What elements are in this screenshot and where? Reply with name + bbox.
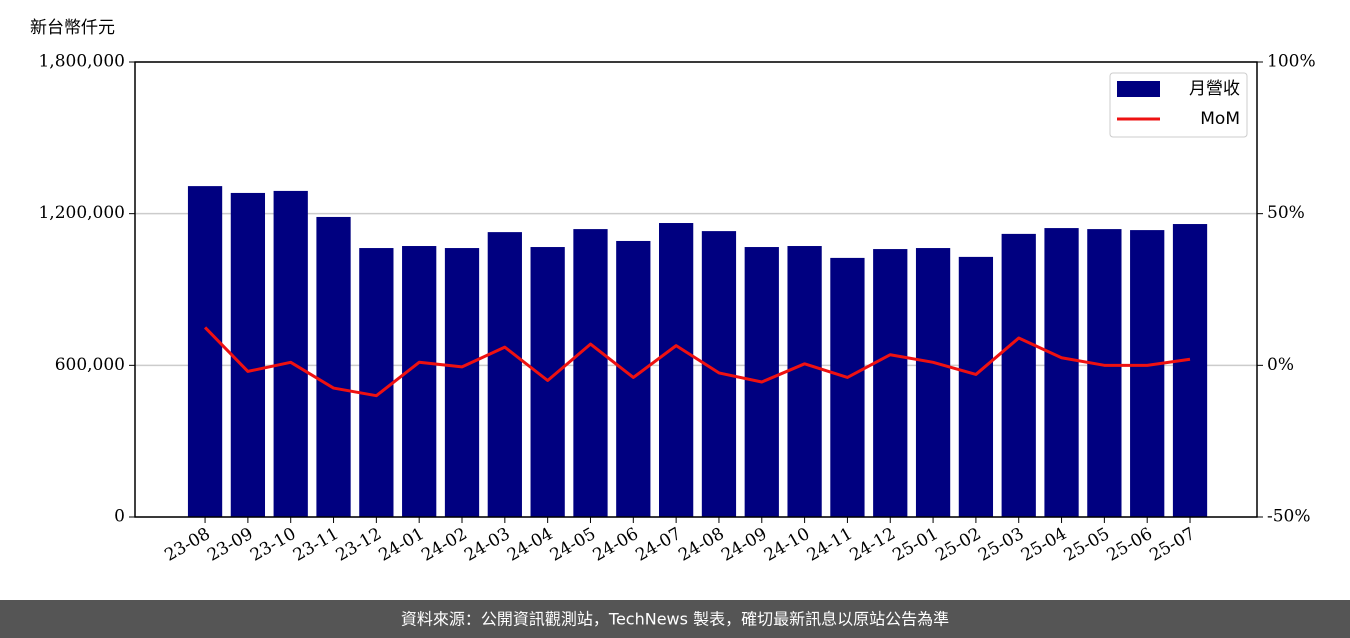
x-tick-label: 24-04: [504, 524, 556, 566]
bar: [1001, 233, 1036, 517]
x-tick-label: 24-02: [418, 524, 470, 566]
y2-tick-label: 100%: [1267, 52, 1316, 72]
x-tick-label: 25-02: [932, 524, 984, 566]
bar: [402, 246, 437, 517]
x-tick-label: 24-12: [847, 524, 899, 566]
y-tick-label: 1,800,000: [38, 52, 125, 72]
plot-frame: [134, 61, 1258, 518]
bar: [273, 190, 308, 517]
bar: [616, 240, 651, 517]
x-tick-label: 25-03: [975, 524, 1027, 566]
legend-swatch: [1117, 81, 1160, 97]
x-tick-label: 23-08: [161, 524, 213, 566]
x-tick-label: 24-09: [718, 524, 770, 566]
footer-text: 資料來源：公開資訊觀測站，TechNews 製表，確切最新訊息以原站公告為準: [401, 610, 949, 629]
y-axis-label: 新台幣仟元: [30, 18, 115, 38]
bar: [444, 248, 480, 518]
x-tick-label: 23-09: [204, 524, 256, 566]
legend-label: MoM: [1200, 109, 1240, 129]
x-tick-label: 24-05: [547, 524, 599, 566]
x-tick-label: 23-11: [290, 524, 342, 566]
bar: [1172, 224, 1208, 517]
y-tick-label: 600,000: [55, 355, 125, 375]
bar: [958, 256, 994, 517]
bar: [187, 186, 223, 517]
bar: [359, 248, 394, 518]
bar: [487, 232, 522, 517]
y-tick-label: 0: [114, 507, 125, 527]
x-tick-label: 25-06: [1103, 524, 1155, 566]
y2-tick-label: 0%: [1267, 355, 1294, 375]
x-tick-label: 25-07: [1146, 524, 1198, 566]
bar: [1087, 229, 1122, 517]
y-tick-label: 1,200,000: [38, 203, 125, 223]
x-tick-label: 24-01: [375, 524, 427, 566]
bar: [658, 223, 694, 517]
line: [203, 326, 1191, 398]
x-tick-label: 23-12: [333, 524, 385, 566]
y2-tick-label: 50%: [1267, 203, 1305, 223]
bar: [1044, 228, 1079, 517]
x-tick-label: 24-07: [632, 524, 684, 566]
y2-tick-label: -50%: [1267, 507, 1311, 527]
bar: [915, 248, 951, 518]
footer-bar: [0, 600, 1350, 638]
bar: [316, 216, 351, 518]
bar: [1130, 230, 1165, 517]
x-tick-label: 25-01: [889, 524, 941, 566]
x-tick-label: 24-11: [804, 524, 856, 566]
x-tick-label: 24-08: [675, 524, 727, 566]
x-tick-label: 23-10: [247, 524, 299, 566]
bar: [230, 192, 266, 517]
bar: [530, 247, 565, 518]
bar: [787, 246, 822, 517]
bar: [573, 229, 608, 517]
legend-label: 月營收: [1189, 79, 1240, 99]
x-tick-label: 25-05: [1061, 524, 1113, 566]
bar: [830, 257, 865, 517]
x-tick-label: 24-03: [461, 524, 513, 566]
x-tick-label: 25-04: [1018, 524, 1070, 566]
x-tick-label: 24-06: [590, 524, 642, 566]
bar: [873, 249, 908, 518]
x-tick-label: 24-10: [761, 524, 813, 566]
